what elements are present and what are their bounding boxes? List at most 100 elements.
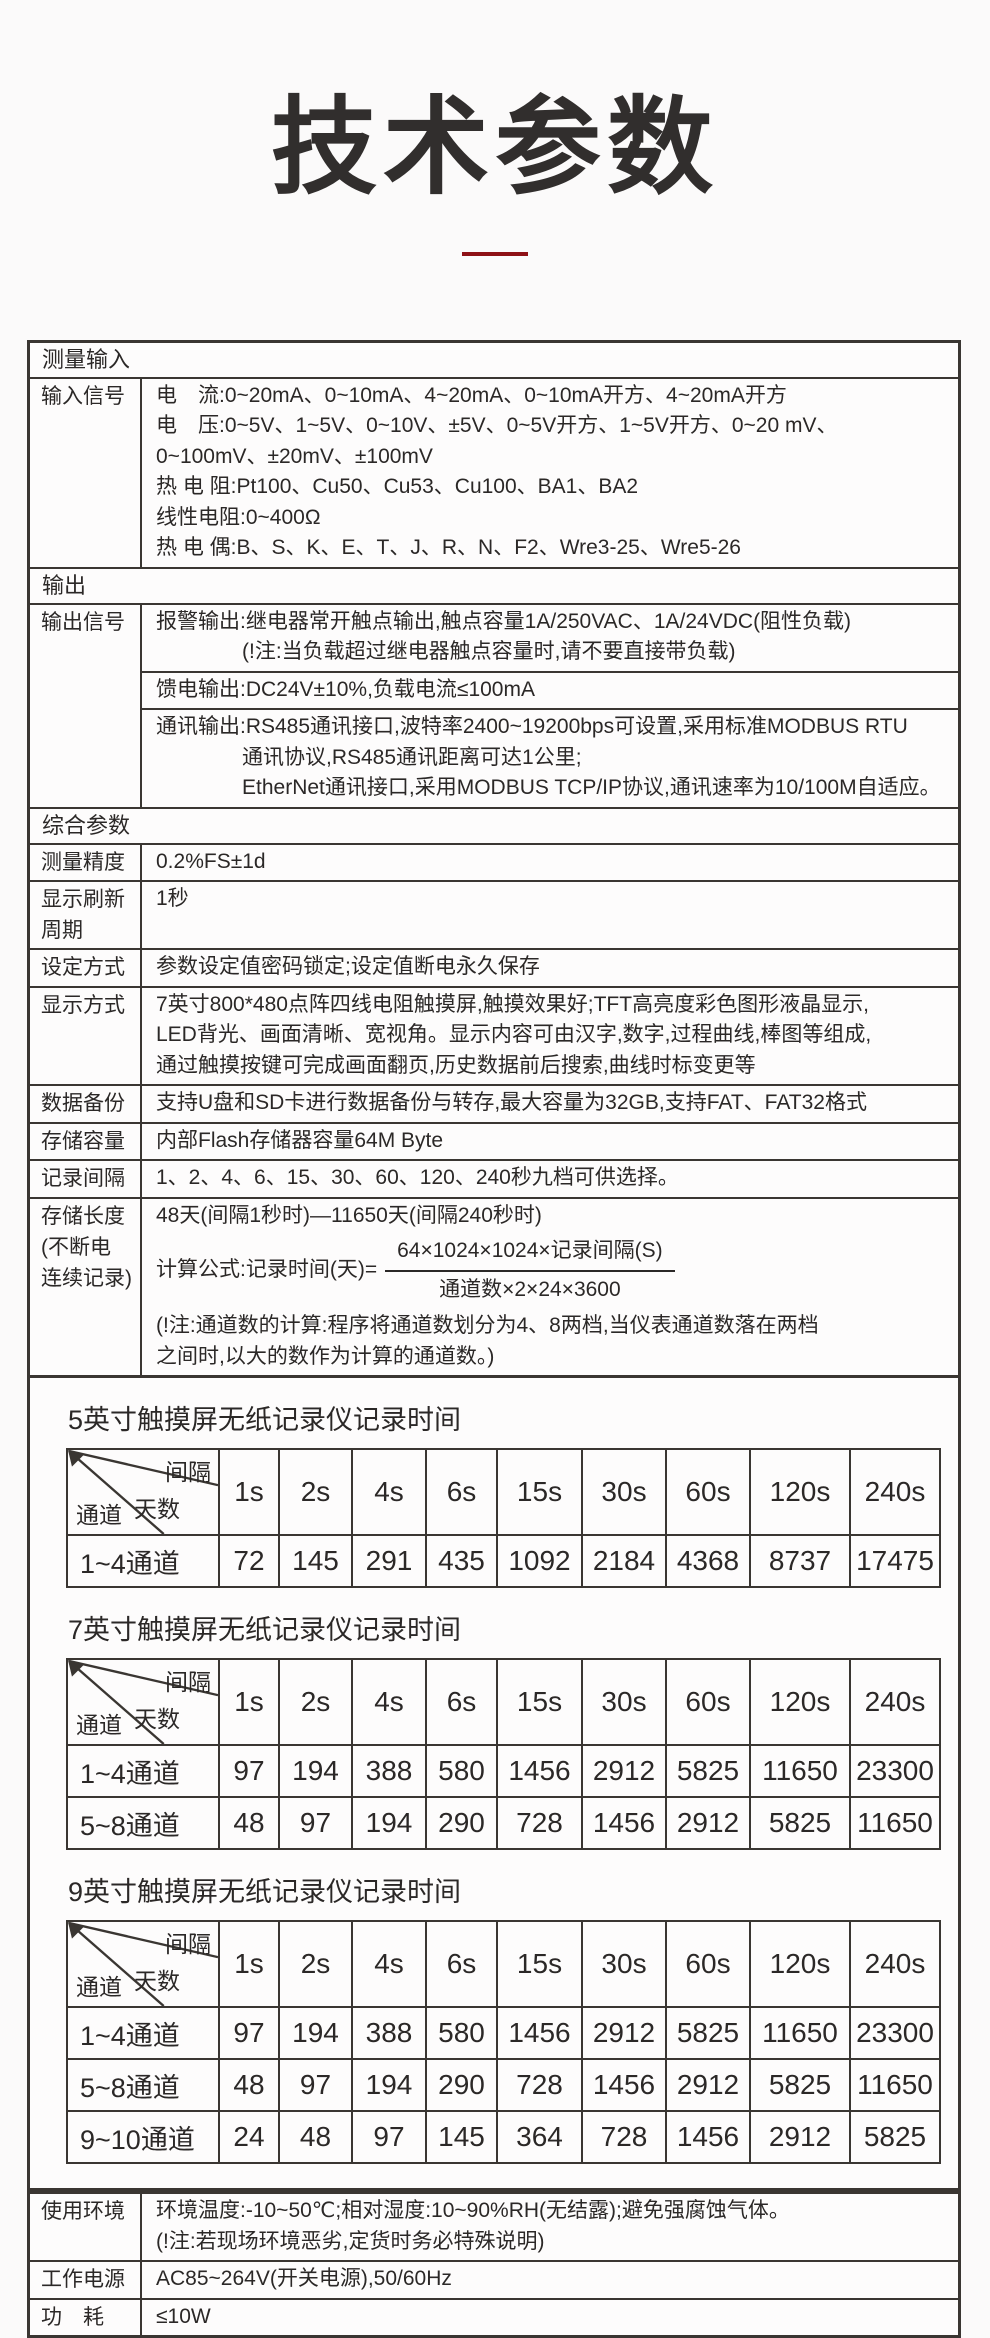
spec-text-line: 电 流:0~20mA、0~10mA、4~20mA、0~10mA开方、4~20mA…: [156, 383, 787, 407]
spec-row-label: 存储容量: [30, 1123, 142, 1160]
spec-row-label: 记录间隔: [30, 1161, 142, 1197]
record-value-cell: 290: [425, 2058, 498, 2113]
environment-table: 使用环境 环境温度:-10~50℃;相对湿度:10~90%RH(无结露);避免强腐…: [27, 2191, 961, 2338]
record-value-cell: 48: [278, 2110, 353, 2165]
channel-label-cell: 1~4通道: [66, 1534, 220, 1589]
spec-cell: 通讯输出:RS485通讯接口,波特率2400~19200bps可设置,采用标准M…: [142, 708, 958, 807]
spec-row-content: 1、2、4、6、15、30、60、120、240秒九档可供选择。: [142, 1161, 958, 1197]
spec-text-line: 48天(间隔1秒时)—11650天(间隔240秒时): [156, 1203, 542, 1227]
spec-section-label: 输出: [30, 566, 958, 603]
record-tables-box: 5英寸触摸屏无纸记录仪记录时间间隔 天数 通道 1s 2s 4s 6s 15s 30s 60s 12…: [27, 1375, 961, 2192]
spec-cell: ≤10W: [142, 2300, 958, 2336]
interval-header-cell: 60s: [665, 1920, 751, 2009]
spec-text-line: 0~100mV、±20mV、±100mV: [156, 444, 433, 468]
record-value-cell: 23300: [849, 2006, 941, 2061]
record-value-cell: 1456: [496, 1744, 583, 1799]
spec-section-label: 综合参数: [30, 806, 958, 843]
spec-cell: 48天(间隔1秒时)—11650天(间隔240秒时) 计算公式:记录时间(天)= 6…: [142, 1199, 958, 1376]
corner-header-cell: 间隔 天数 通道: [66, 1920, 220, 2009]
corner-label-channel: 通道: [76, 1502, 122, 1529]
channel-label-cell: 9~10通道: [66, 2110, 220, 2165]
record-value-cell: 97: [278, 1796, 353, 1851]
channel-label-cell: 1~4通道: [66, 1744, 220, 1799]
spec-cell: 内部Flash存储器容量64M Byte: [142, 1124, 958, 1160]
corner-header-cell: 间隔 天数 通道: [66, 1658, 220, 1747]
spec-row-content: 内部Flash存储器容量64M Byte: [142, 1124, 958, 1160]
record-value-cell: 290: [425, 1796, 498, 1851]
spec-cell: 0.2%FS±1d: [142, 845, 958, 881]
interval-header-cell: 30s: [581, 1448, 667, 1537]
spec-row: 数据备份 支持U盘和SD卡进行数据备份与转存,最大容量为32GB,支持FAT、FA…: [30, 1084, 958, 1122]
record-table-title: 5英寸触摸屏无纸记录仪记录时间: [68, 1405, 462, 1436]
record-value-cell: 580: [425, 2006, 498, 2061]
spec-row: 工作电源 AC85~264V(开关电源),50/60Hz: [30, 2260, 958, 2298]
record-value-cell: 11650: [749, 2006, 851, 2061]
record-value-cell: 5825: [749, 1796, 851, 1851]
interval-header-cell: 1s: [218, 1920, 280, 2009]
record-value-cell: 194: [351, 2058, 427, 2113]
record-table: 间隔 天数 通道 1s 2s 4s 6s 15s 30s 60s 120s 240s 1~4通道 97 19…: [66, 1658, 941, 1851]
interval-header-cell: 240s: [849, 1448, 941, 1537]
interval-header-cell: 4s: [351, 1448, 427, 1537]
spec-text-line: (!注:通道数的计算:程序将通道数划分为4、8两档,当仪表通道数落在两档: [156, 1314, 819, 1338]
interval-header-cell: 4s: [351, 1658, 427, 1747]
corner-label-interval: 间隔: [165, 1459, 211, 1486]
record-value-cell: 11650: [749, 1744, 851, 1799]
spec-row-label: 测量精度: [30, 844, 142, 881]
spec-text-line: 通讯输出:RS485通讯接口,波特率2400~19200bps可设置,采用标准M…: [156, 715, 908, 739]
record-table-row: 1~4通道 97 194 388 580 1456 2912 5825 11650 23300: [66, 1744, 941, 1799]
formula-fraction: 64×1024×1024×记录间隔(S) 通道数×2×24×3600: [385, 1236, 675, 1305]
interval-header-cell: 15s: [496, 1448, 583, 1537]
interval-header-cell: 2s: [278, 1448, 353, 1537]
record-value-cell: 97: [351, 2110, 427, 2165]
interval-header-cell: 4s: [351, 1920, 427, 2009]
spec-row-label: 输出信号: [30, 604, 142, 807]
spec-text-line: LED背光、画面清晰、宽视角。显示内容可由汉字,数字,过程曲线,棒图等组成,: [156, 1023, 872, 1047]
spec-text-line: 热 电 偶:B、S、K、E、T、J、R、N、F2、Wre3-25、Wre5-26: [156, 536, 741, 560]
record-table-header-row: 间隔 天数 通道 1s 2s 4s 6s 15s 30s 60s 120s 240s: [66, 1658, 941, 1747]
spec-cell: 1、2、4、6、15、30、60、120、240秒九档可供选择。: [142, 1161, 958, 1197]
record-value-cell: 97: [218, 1744, 280, 1799]
spec-row-label: 使用环境: [30, 2194, 142, 2261]
spec-row: 存储容量 内部Flash存储器容量64M Byte: [30, 1121, 958, 1160]
spec-row-label: 输入信号: [30, 378, 142, 567]
corner-header-cell: 间隔天数 通道: [66, 1448, 220, 1537]
record-value-cell: 364: [496, 2110, 583, 2165]
record-table-row: 1~4通道 72 145 291 435 1092 2184 4368 8737 17475: [66, 1534, 941, 1589]
spec-row: 输出信号 报警输出:继电器常开触点输出,触点容量1A/250VAC、1A/24VD…: [30, 602, 958, 807]
spec-row-label: 存储长度 (不断电 连续记录): [30, 1198, 142, 1376]
spec-row-content: 报警输出:继电器常开触点输出,触点容量1A/250VAC、1A/24VDC(阻性…: [142, 605, 958, 807]
interval-header-cell: 6s: [425, 1920, 498, 2009]
record-value-cell: 11650: [849, 1796, 941, 1851]
record-value-cell: 291: [351, 1534, 427, 1589]
spec-cell: 馈电输出:DC24V±10%,负载电流≤100mA: [142, 670, 958, 709]
spec-text-line: 1秒: [156, 887, 189, 911]
spec-text-line: EtherNet通讯接口,采用MODBUS TCP/IP协议,通讯速率为10/1…: [242, 776, 941, 800]
interval-header-cell: 1s: [218, 1658, 280, 1747]
spec-row-label: 设定方式: [30, 950, 142, 986]
corner-label-days: 天数: [134, 1495, 180, 1522]
record-value-cell: 11650: [849, 2058, 941, 2113]
corner-label-interval: 间隔: [165, 1669, 211, 1696]
record-table-body: 间隔 天数 通道 1s 2s 4s 6s 15s 30s 60s 120s 240s 1~4通道 97 19…: [66, 1920, 941, 2165]
formula-denominator: 通道数×2×24×3600: [385, 1269, 675, 1306]
record-value-cell: 2184: [581, 1534, 667, 1589]
spec-row-label: 功 耗: [30, 2299, 142, 2336]
record-value-cell: 2912: [665, 1796, 751, 1851]
record-value-cell: 24: [218, 2110, 280, 2165]
record-value-cell: 435: [425, 1534, 498, 1589]
record-value-cell: 97: [218, 2006, 280, 2061]
record-value-cell: 2912: [581, 2006, 667, 2061]
channel-label-cell: 5~8通道: [66, 1796, 220, 1851]
spec-row-content: 参数设定值密码锁定;设定值断电永久保存: [142, 950, 958, 986]
record-value-cell: 388: [351, 1744, 427, 1799]
record-table-body: 间隔 天数 通道 1s 2s 4s 6s 15s 30s 60s 120s 240s 1~4通道 72 14…: [66, 1448, 941, 1589]
diagonal-lines: [68, 1450, 218, 1535]
record-value-cell: 5825: [665, 2006, 751, 2061]
record-table-row: 5~8通道 48 97 194 290 728 1456 2912 5825 11650: [66, 2058, 941, 2113]
spec-row-content: 0.2%FS±1d: [142, 845, 958, 881]
interval-header-cell: 6s: [425, 1658, 498, 1747]
spec-text-line: 通过触摸按键可完成画面翻页,历史数据前后搜索,曲线时标变更等: [156, 1053, 756, 1077]
record-table-row: 9~10通道 24 48 97 145 364 728 1456 2912 5825: [66, 2110, 941, 2165]
record-table: 间隔 天数 通道 1s 2s 4s 6s 15s 30s 60s 120s 240s 1~4通道 97 19…: [66, 1920, 941, 2165]
